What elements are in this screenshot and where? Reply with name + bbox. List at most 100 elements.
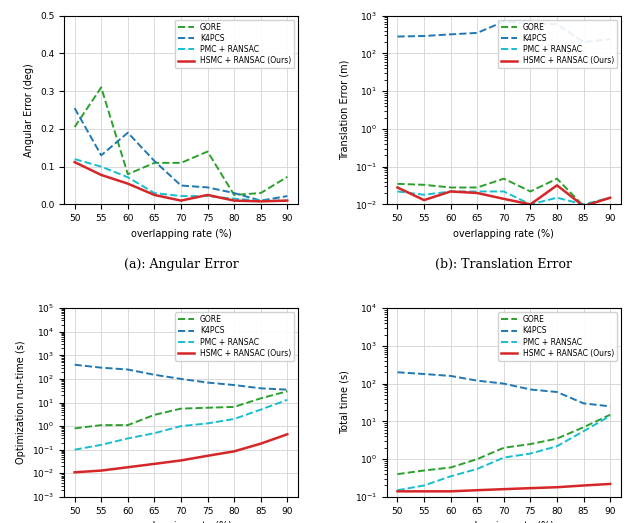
K4PCS <box>204 379 211 385</box>
K4PCS <box>150 158 158 164</box>
PMC + RANSAC <box>257 406 264 413</box>
GORE <box>150 160 158 166</box>
K4PCS <box>284 386 291 393</box>
GORE <box>420 468 428 474</box>
PMC + RANSAC <box>447 473 454 480</box>
HSMC + RANSAC (Ours) <box>474 190 481 196</box>
K4PCS <box>124 130 132 136</box>
HSMC + RANSAC (Ours) <box>177 198 185 204</box>
Y-axis label: Angular Error (deg): Angular Error (deg) <box>24 63 35 157</box>
Line: PMC + RANSAC: PMC + RANSAC <box>397 416 610 490</box>
GORE <box>394 181 401 187</box>
Line: GORE: GORE <box>75 391 287 428</box>
GORE <box>474 456 481 462</box>
K4PCS <box>553 389 561 395</box>
K4PCS <box>580 39 588 45</box>
PMC + RANSAC <box>394 487 401 493</box>
K4PCS <box>71 105 79 111</box>
K4PCS <box>527 21 534 27</box>
PMC + RANSAC <box>420 482 428 488</box>
GORE <box>124 422 132 428</box>
PMC + RANSAC <box>124 174 132 180</box>
K4PCS <box>284 193 291 199</box>
K4PCS <box>257 385 264 391</box>
PMC + RANSAC <box>447 188 454 195</box>
GORE <box>71 425 79 431</box>
GORE <box>257 190 264 196</box>
HSMC + RANSAC (Ours) <box>420 197 428 203</box>
X-axis label: overlapping rate (%): overlapping rate (%) <box>453 521 554 523</box>
Legend: GORE, K4PCS, PMC + RANSAC, HSMC + RANSAC (Ours): GORE, K4PCS, PMC + RANSAC, HSMC + RANSAC… <box>175 312 294 361</box>
HSMC + RANSAC (Ours) <box>500 196 508 202</box>
K4PCS <box>230 382 238 388</box>
PMC + RANSAC <box>97 164 105 170</box>
K4PCS <box>420 371 428 377</box>
HSMC + RANSAC (Ours) <box>150 461 158 467</box>
K4PCS <box>420 33 428 39</box>
GORE <box>527 441 534 447</box>
PMC + RANSAC <box>124 435 132 441</box>
GORE <box>527 188 534 195</box>
Line: K4PCS: K4PCS <box>75 108 287 201</box>
PMC + RANSAC <box>474 188 481 195</box>
HSMC + RANSAC (Ours) <box>500 486 508 492</box>
PMC + RANSAC <box>71 156 79 162</box>
PMC + RANSAC <box>527 201 534 208</box>
HSMC + RANSAC (Ours) <box>553 182 561 188</box>
Line: K4PCS: K4PCS <box>397 372 610 406</box>
K4PCS <box>230 190 238 196</box>
PMC + RANSAC <box>553 195 561 201</box>
HSMC + RANSAC (Ours) <box>527 201 534 208</box>
HSMC + RANSAC (Ours) <box>527 485 534 491</box>
HSMC + RANSAC (Ours) <box>230 198 238 204</box>
K4PCS <box>606 36 614 42</box>
GORE <box>447 185 454 191</box>
HSMC + RANSAC (Ours) <box>177 457 185 463</box>
GORE <box>204 149 211 155</box>
HSMC + RANSAC (Ours) <box>71 159 79 165</box>
PMC + RANSAC <box>580 201 588 208</box>
K4PCS <box>500 18 508 25</box>
K4PCS <box>553 21 561 27</box>
PMC + RANSAC <box>420 191 428 198</box>
PMC + RANSAC <box>553 443 561 449</box>
Legend: GORE, K4PCS, PMC + RANSAC, HSMC + RANSAC (Ours): GORE, K4PCS, PMC + RANSAC, HSMC + RANSAC… <box>175 19 294 69</box>
PMC + RANSAC <box>474 466 481 472</box>
Y-axis label: Total time (s): Total time (s) <box>339 371 349 435</box>
GORE <box>124 171 132 177</box>
Line: GORE: GORE <box>397 415 610 474</box>
PMC + RANSAC <box>150 430 158 436</box>
PMC + RANSAC <box>204 420 211 427</box>
GORE <box>606 195 614 201</box>
GORE <box>394 471 401 477</box>
GORE <box>420 181 428 188</box>
PMC + RANSAC <box>394 188 401 195</box>
Line: HSMC + RANSAC (Ours): HSMC + RANSAC (Ours) <box>75 434 287 472</box>
Line: HSMC + RANSAC (Ours): HSMC + RANSAC (Ours) <box>75 162 287 201</box>
X-axis label: overlapping rate (%): overlapping rate (%) <box>453 229 554 238</box>
GORE <box>177 160 185 166</box>
HSMC + RANSAC (Ours) <box>124 464 132 470</box>
HSMC + RANSAC (Ours) <box>257 198 264 204</box>
PMC + RANSAC <box>606 195 614 201</box>
PMC + RANSAC <box>606 413 614 419</box>
PMC + RANSAC <box>97 442 105 448</box>
GORE <box>97 84 105 90</box>
PMC + RANSAC <box>230 416 238 422</box>
HSMC + RANSAC (Ours) <box>204 453 211 459</box>
Line: HSMC + RANSAC (Ours): HSMC + RANSAC (Ours) <box>397 484 610 491</box>
K4PCS <box>394 369 401 376</box>
GORE <box>97 422 105 428</box>
GORE <box>580 203 588 209</box>
Line: PMC + RANSAC: PMC + RANSAC <box>397 191 610 204</box>
Line: K4PCS: K4PCS <box>75 365 287 390</box>
HSMC + RANSAC (Ours) <box>257 440 264 447</box>
GORE <box>500 176 508 182</box>
K4PCS <box>527 386 534 393</box>
PMC + RANSAC <box>150 190 158 196</box>
K4PCS <box>447 373 454 379</box>
GORE <box>150 412 158 418</box>
GORE <box>71 124 79 130</box>
Line: GORE: GORE <box>397 179 610 206</box>
PMC + RANSAC <box>284 396 291 403</box>
